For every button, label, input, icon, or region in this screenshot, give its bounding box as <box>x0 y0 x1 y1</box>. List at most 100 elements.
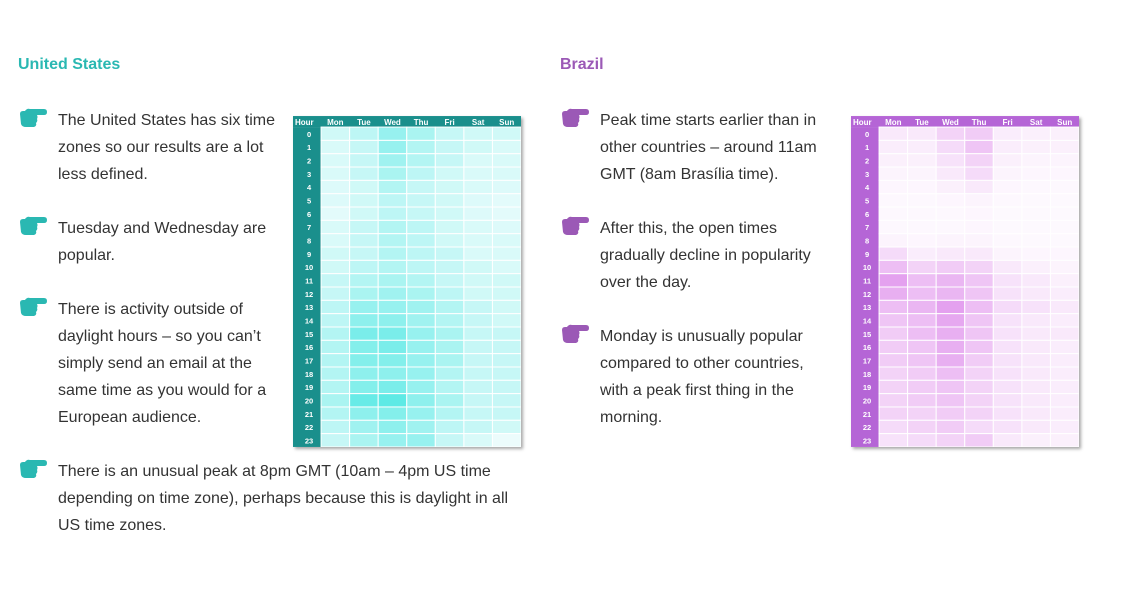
heatmap-cell <box>434 339 465 355</box>
heatmap-cell <box>992 299 1023 315</box>
heatmap-cell <box>907 299 937 315</box>
heatmap-day-label: Thu <box>414 118 429 127</box>
heatmap-cell <box>907 246 937 261</box>
heatmap-cell <box>349 313 379 328</box>
heatmap-cell <box>935 366 966 381</box>
heatmap-day-label: Tue <box>915 118 929 127</box>
heatmap-cell <box>349 179 379 195</box>
heatmap-cell <box>434 433 465 447</box>
heatmap-cell <box>992 206 1023 221</box>
heatmap-cell <box>463 313 493 328</box>
heatmap-cell <box>434 153 465 168</box>
heatmap-cell <box>878 353 909 368</box>
heatmap-cell <box>434 219 465 235</box>
heatmap-cell <box>377 406 408 421</box>
heatmap-cell <box>434 406 465 421</box>
heatmap-cell <box>320 179 351 195</box>
bullet-line: The United States has six time <box>58 112 275 129</box>
heatmap-cell <box>491 313 521 328</box>
heatmap-cell <box>434 379 465 395</box>
heatmap-cell <box>349 366 379 381</box>
heatmap-cell <box>320 259 351 275</box>
heatmap-hour-column-bg <box>851 127 880 447</box>
heatmap-cell <box>349 126 379 141</box>
heatmap-cell <box>434 419 465 435</box>
heatmap-cell <box>878 379 909 395</box>
heatmap-header-bg <box>293 116 521 128</box>
brazil-heatmap: Hour Mon Tue Wed Thu Fri Sat Sun 0 1 2 3 4 5 6 7 8 9 10 11 1… <box>851 116 1079 447</box>
heatmap-hour-label: 22 <box>305 423 313 432</box>
heatmap-cell <box>1049 366 1079 381</box>
heatmap-cell <box>320 139 351 155</box>
heatmap-cell <box>935 433 966 447</box>
heatmap-cell <box>907 206 937 221</box>
heatmap-day-label: Mon <box>885 118 902 127</box>
heatmap-cell <box>320 299 351 315</box>
heatmap-cell <box>992 339 1023 355</box>
heatmap-cell <box>434 139 465 155</box>
heatmap-cell <box>406 393 436 408</box>
bullet-line: simply send an email at the <box>58 355 252 372</box>
heatmap-cell <box>377 246 408 261</box>
heatmap-cell <box>992 193 1023 208</box>
heatmap-cell <box>463 219 493 235</box>
heatmap-cell <box>463 233 493 248</box>
heatmap-cell <box>1021 353 1051 368</box>
heatmap-cell <box>935 233 966 248</box>
heatmap-cell <box>463 339 493 355</box>
heatmap-cell <box>491 166 521 181</box>
heatmap-cell <box>320 219 351 235</box>
heatmap-cell <box>1049 286 1079 301</box>
heatmap-cell <box>1049 259 1079 275</box>
heatmap-cell <box>878 406 909 421</box>
heatmap-cell <box>1021 139 1051 155</box>
heatmap-cell <box>434 166 465 181</box>
pointing-hand-icon <box>560 323 590 347</box>
heatmap-cell <box>1049 139 1079 155</box>
heatmap-cell <box>1049 219 1079 235</box>
heatmap-cell <box>964 353 994 368</box>
heatmap-cell <box>935 273 966 288</box>
heatmap-cell <box>992 379 1023 395</box>
heatmap-cell <box>406 406 436 421</box>
heatmap-cell <box>377 259 408 275</box>
heatmap-hour-label: 19 <box>305 383 313 392</box>
heatmap-cell <box>406 433 436 447</box>
heatmap-cell <box>406 353 436 368</box>
heatmap-cell <box>878 153 909 168</box>
heatmap-cell <box>992 153 1023 168</box>
bullet-line: popular. <box>58 247 115 264</box>
heatmap-cell <box>491 379 521 395</box>
heatmap-cell <box>935 406 966 421</box>
heatmap-cell <box>377 433 408 447</box>
heatmap-hour-label: 13 <box>305 303 313 312</box>
heatmap-day-label: Wed <box>384 118 401 127</box>
heatmap-cell <box>463 299 493 315</box>
heatmap-cell <box>1049 326 1079 341</box>
heatmap-cell <box>992 393 1023 408</box>
heatmap-cell <box>1049 233 1079 248</box>
us-section-heading: United States <box>18 56 121 73</box>
heatmap-cell <box>320 153 351 168</box>
heatmap-cell <box>907 339 937 355</box>
heatmap-cell <box>935 139 966 155</box>
heatmap-cell <box>491 273 521 288</box>
heatmap-cell <box>434 326 465 341</box>
bullet-line: Peak time starts earlier than in <box>600 112 817 129</box>
pointing-hand-icon <box>18 215 48 239</box>
heatmap-cell <box>964 153 994 168</box>
heatmap-cell <box>463 126 493 141</box>
heatmap-cell <box>1021 286 1051 301</box>
heatmap-cell <box>491 419 521 435</box>
heatmap-cell <box>491 259 521 275</box>
heatmap-cell <box>463 259 493 275</box>
heatmap-day-label: Fri <box>1002 118 1012 127</box>
heatmap-cell <box>907 366 937 381</box>
heatmap-cell <box>992 126 1023 141</box>
bullet-line: GMT (8am Brasília time). <box>600 166 779 183</box>
heatmap-cell <box>907 433 937 447</box>
heatmap-cell <box>1021 313 1051 328</box>
heatmap-hour-label: 2 <box>865 157 869 166</box>
heatmap-cell <box>320 339 351 355</box>
heatmap-day-label: Thu <box>972 118 987 127</box>
